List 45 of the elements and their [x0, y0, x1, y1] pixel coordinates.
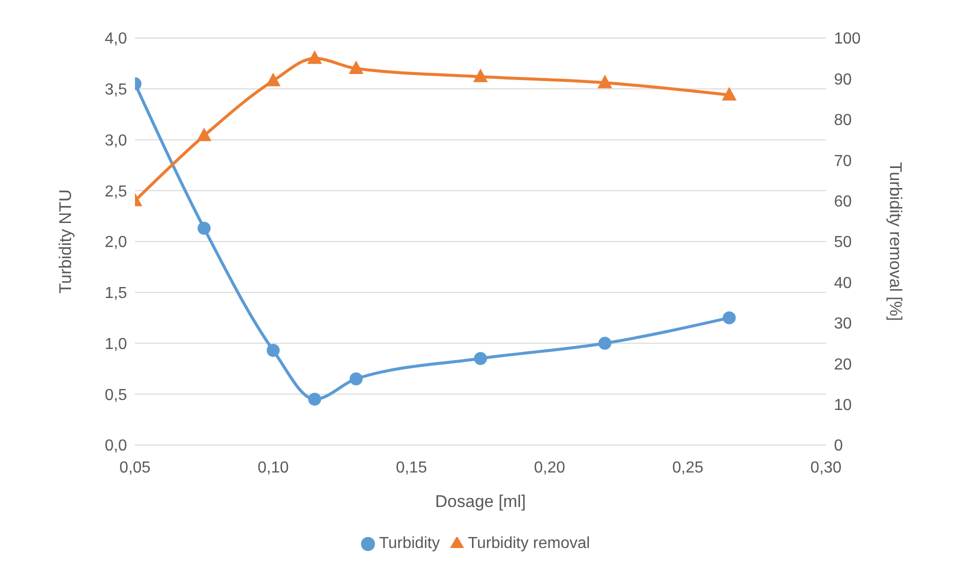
point	[266, 73, 280, 86]
y2-tick-label: 10	[834, 396, 852, 414]
x-tick-label: 0,30	[810, 459, 842, 476]
point	[308, 50, 322, 64]
y-tick-label: 3,0	[104, 132, 128, 150]
point	[474, 352, 487, 366]
y2-tick-label: 70	[834, 152, 852, 170]
y-tick-label: 1,5	[104, 285, 128, 302]
x-axis-title: Dosage [ml]	[435, 492, 526, 511]
y-tick-label: 2,5	[104, 183, 128, 200]
y-tick-label: 4,0	[104, 30, 128, 48]
y2-axis-title: Turbidity removal [%]	[886, 162, 905, 322]
point	[266, 344, 280, 357]
point	[598, 336, 612, 350]
y2-tick-label: 60	[834, 193, 852, 210]
y-tick-label: 3,5	[104, 82, 128, 99]
y-tick-label: 2,0	[104, 234, 128, 252]
point	[722, 311, 736, 324]
y2-tick-label: 40	[834, 274, 852, 292]
y-tick-label: 0,5	[104, 386, 128, 404]
legend-label: Turbidity	[379, 535, 440, 552]
point	[350, 372, 363, 386]
point	[722, 87, 736, 100]
y-axis-title: Turbidity NTU	[56, 189, 76, 294]
y2-tick-label: 0	[834, 438, 843, 455]
x-tick-label: 0,20	[534, 459, 566, 476]
point	[308, 392, 322, 406]
point	[198, 222, 211, 235]
y2-tick-label: 30	[834, 316, 852, 333]
y-tick-label: 1,0	[104, 336, 128, 353]
point	[474, 69, 488, 82]
x-tick-label: 0,15	[396, 459, 428, 476]
legend-label: Turbidity removal	[468, 535, 590, 552]
y2-tick-label: 90	[834, 71, 852, 88]
x-tick-label: 0,25	[672, 459, 704, 476]
x-tick-label: 0,05	[119, 459, 151, 476]
y-tick-label: 0,0	[104, 438, 128, 455]
y2-tick-label: 100	[834, 30, 861, 48]
y2-tick-label: 20	[834, 356, 852, 374]
y2-tick-label: 50	[834, 234, 852, 252]
point	[197, 128, 212, 142]
y2-tick-label: 80	[834, 112, 852, 130]
x-tick-label: 0,10	[258, 459, 289, 476]
point	[598, 75, 612, 88]
point	[349, 61, 364, 74]
